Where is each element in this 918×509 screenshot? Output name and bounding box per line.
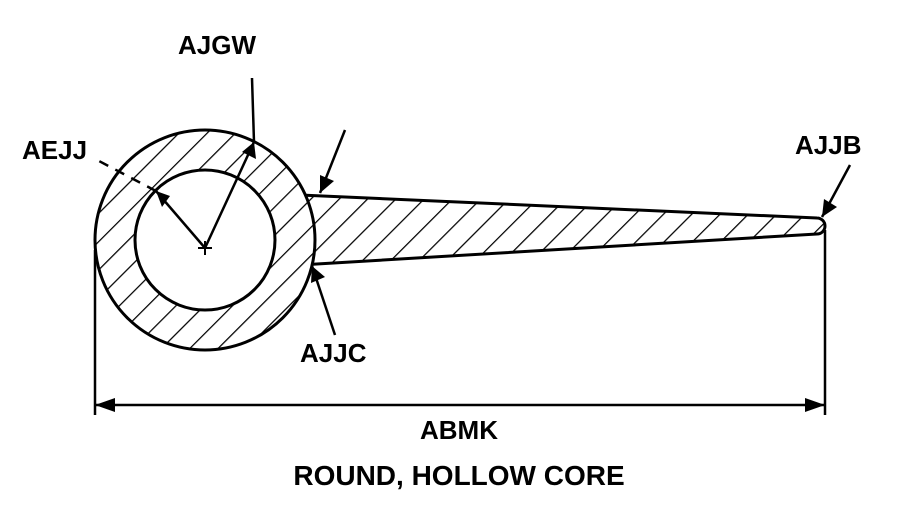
ajjc-leader xyxy=(311,266,335,335)
label-abmk: ABMK xyxy=(420,415,498,446)
ajgw-top-leader xyxy=(320,130,345,193)
tail-shape xyxy=(290,180,850,280)
ajjb-leader xyxy=(822,165,850,217)
label-ajjc: AJJC xyxy=(300,338,366,369)
diagram-title: ROUND, HOLLOW CORE xyxy=(0,460,918,492)
label-aejj: AEJJ xyxy=(22,135,87,166)
label-ajjb: AJJB xyxy=(795,130,861,161)
label-ajgw: AJGW xyxy=(178,30,256,61)
